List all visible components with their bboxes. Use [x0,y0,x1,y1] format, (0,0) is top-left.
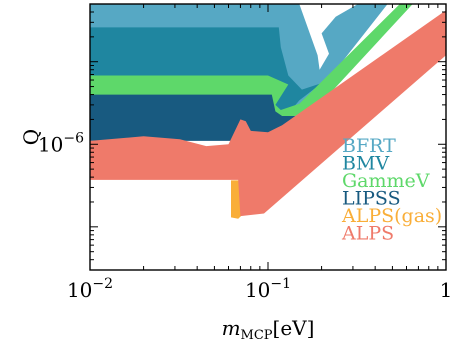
x-tick-label: 10−1 [245,276,291,302]
x-tick-label: 1 [440,278,453,302]
y-axis-label: Q [19,129,43,145]
legend-entry-lipss: LIPSS [342,188,401,210]
legend-entry-bfrt: BFRT [342,135,396,157]
x-axis-label: mMCP[eV] [222,316,315,343]
series-area-lipss [90,94,309,141]
legend-entry-alps: ALPS [341,223,394,245]
series-area-alps [90,10,446,217]
x-tick-label: 10−2 [67,276,113,302]
tick-labels: 10−2 10−1 1 10−6 [38,130,452,302]
axis-ticks [89,3,447,271]
legend-entry-bmv: BMV [342,153,389,175]
series-areas [90,4,446,219]
legend-entry-alps-gas-: ALPS(gas) [341,205,442,227]
legend-entry-gammev: GammeV [342,170,430,192]
y-tick-label: 10−6 [38,130,84,156]
